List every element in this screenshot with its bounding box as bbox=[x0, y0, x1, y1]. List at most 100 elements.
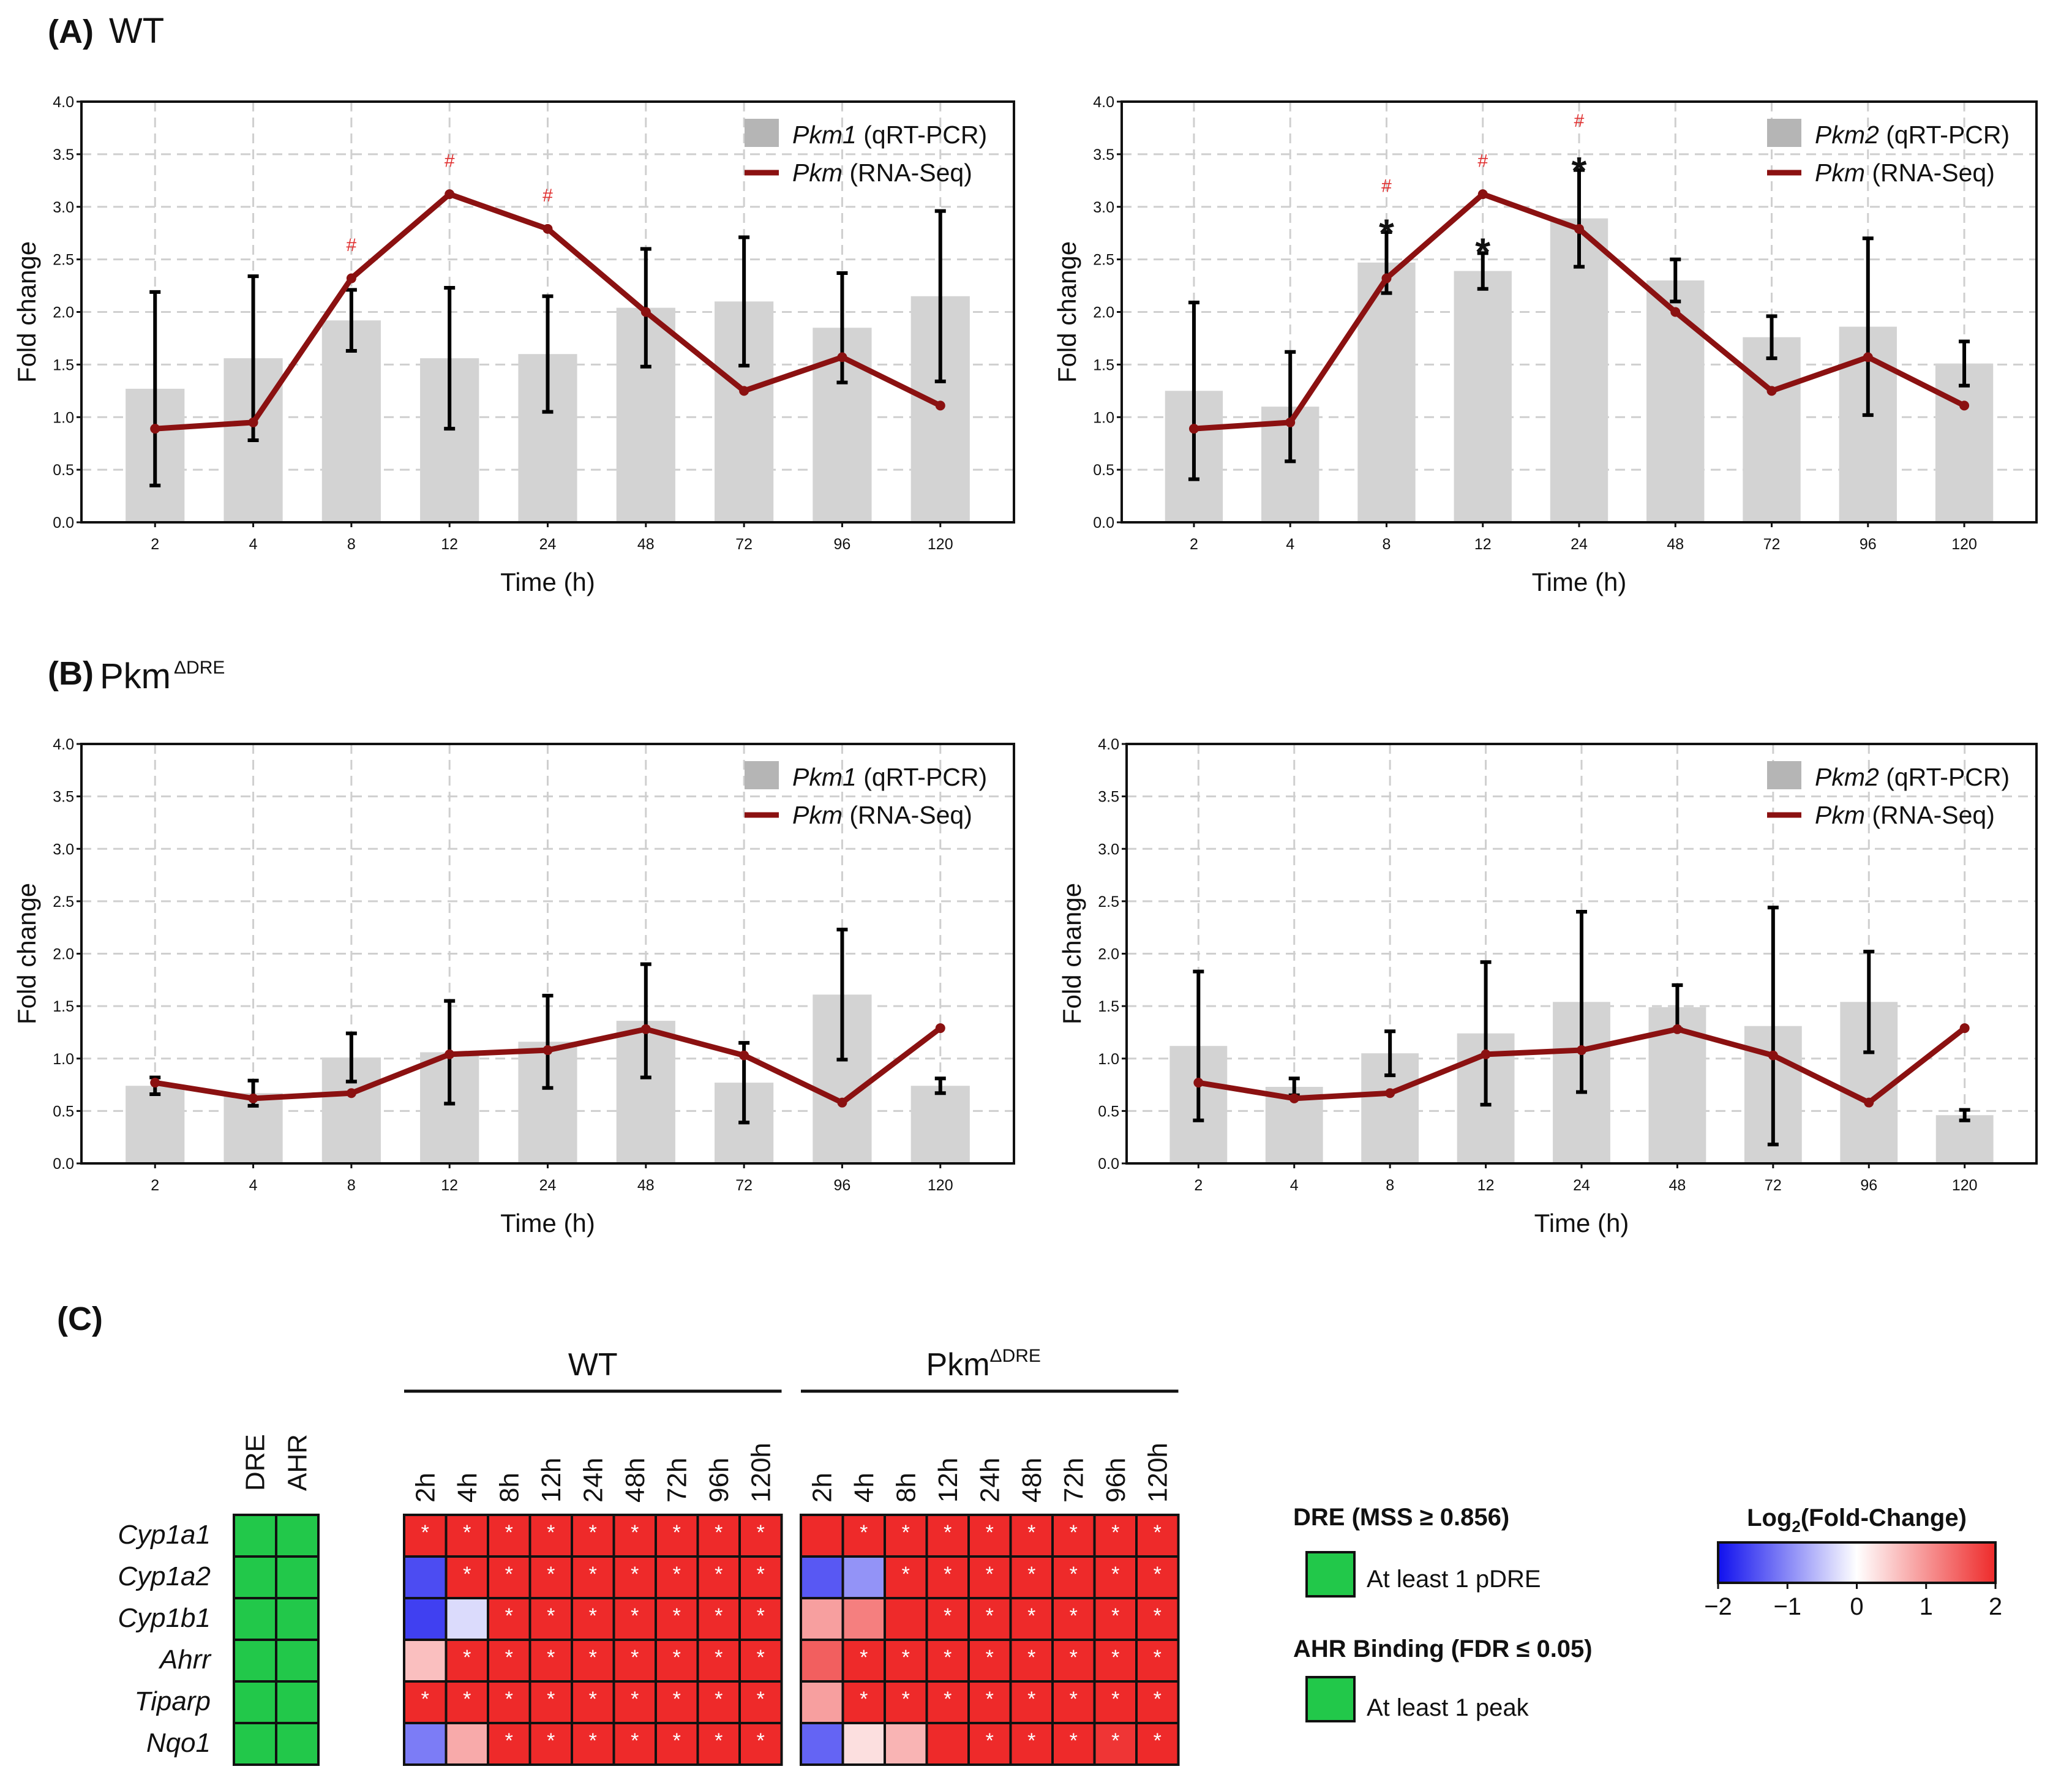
binding-column-label: DRE bbox=[241, 1434, 271, 1491]
y-tick-label: 3.0 bbox=[1098, 841, 1119, 858]
binding-cell bbox=[233, 1639, 277, 1683]
error-bar bbox=[640, 962, 651, 1080]
significance-star: * bbox=[547, 1563, 555, 1586]
group-header-text: WT bbox=[568, 1347, 618, 1383]
x-axis-label: Time (h) bbox=[1534, 1209, 1629, 1237]
scale-tick-label: 2 bbox=[1989, 1593, 2002, 1620]
line-point bbox=[1670, 307, 1681, 317]
heatmap-group: WT 2h 4h 8h 12h 24h 48h 72h 96h 120h * * * * * * * * * * * * *… bbox=[403, 1347, 783, 1766]
timepoint-label: 24h bbox=[578, 1458, 608, 1503]
timepoint-label: 72h bbox=[1059, 1458, 1089, 1503]
y-tick-label: 2.0 bbox=[1098, 946, 1119, 963]
x-tick-label: 72 bbox=[735, 536, 753, 553]
significance-star: * bbox=[589, 1521, 597, 1544]
line-point bbox=[1864, 1097, 1874, 1108]
error-bar bbox=[1480, 960, 1492, 1107]
error-bar bbox=[345, 288, 357, 353]
y-tick-label: 0.0 bbox=[1093, 514, 1114, 531]
legend: Pkm2 (qRT-PCR) Pkm (RNA-Seq) bbox=[1767, 119, 2010, 187]
heatmap-cell bbox=[884, 1722, 928, 1766]
heatmap-cell bbox=[884, 1597, 928, 1641]
legend: Pkm1 (qRT-PCR) Pkm (RNA-Seq) bbox=[745, 761, 987, 829]
line-point bbox=[1959, 1023, 1970, 1034]
line-point bbox=[445, 1049, 455, 1059]
bar bbox=[321, 320, 381, 522]
x-tick-label: 120 bbox=[928, 1177, 953, 1194]
heatmap-cell bbox=[487, 1722, 531, 1766]
significance-star: * bbox=[1379, 211, 1394, 255]
x-axis-label: Time (h) bbox=[1532, 568, 1627, 596]
binding-cell bbox=[233, 1680, 277, 1724]
bar bbox=[1646, 280, 1705, 522]
significance-star: * bbox=[547, 1646, 555, 1669]
y-tick-label: 1.0 bbox=[53, 409, 74, 426]
y-tick-label: 3.5 bbox=[1098, 789, 1119, 806]
bar bbox=[1743, 337, 1801, 522]
timepoint-label: 120h bbox=[1143, 1443, 1173, 1503]
bar bbox=[1550, 218, 1608, 522]
bar bbox=[1454, 271, 1512, 522]
significance-star: * bbox=[1475, 230, 1490, 274]
y-tick-label: 0.5 bbox=[53, 462, 74, 479]
legend: Pkm2 (qRT-PCR) Pkm (RNA-Seq) bbox=[1767, 761, 2010, 829]
legend-swatch-bar bbox=[745, 761, 779, 789]
significance-star: * bbox=[547, 1729, 555, 1752]
heatmap-cell bbox=[800, 1555, 844, 1599]
y-tick-label: 1.0 bbox=[1093, 409, 1114, 426]
heatmap-cell bbox=[445, 1555, 489, 1599]
timepoint-label: 12h bbox=[536, 1458, 566, 1503]
legend-gene-name: Pkm1 bbox=[792, 121, 857, 149]
heatmap-cell bbox=[1093, 1680, 1138, 1724]
heatmap-cell bbox=[800, 1639, 844, 1683]
y-tick-label: 1.5 bbox=[53, 356, 74, 374]
line-point bbox=[150, 1078, 160, 1088]
legend-method: (qRT-PCR) bbox=[1879, 121, 2010, 149]
significance-star: * bbox=[505, 1729, 513, 1752]
line-point bbox=[150, 424, 160, 434]
binding-cell bbox=[275, 1597, 320, 1641]
heatmap-cell bbox=[1135, 1597, 1180, 1641]
significance-hash: # bbox=[445, 151, 455, 171]
heatmap-cell bbox=[1009, 1639, 1054, 1683]
y-tick-label: 3.0 bbox=[53, 199, 74, 216]
y-axis-label: Fold change bbox=[12, 241, 41, 383]
panel-a-title: WT bbox=[109, 11, 164, 51]
x-tick-label: 48 bbox=[1667, 536, 1684, 553]
y-tick-label: 2.0 bbox=[53, 304, 74, 321]
x-tick-label: 72 bbox=[1765, 1177, 1782, 1194]
legend-method: (qRT-PCR) bbox=[857, 121, 987, 149]
significance-star: * bbox=[589, 1729, 597, 1752]
binding-cell bbox=[233, 1597, 277, 1641]
heatmap-cell bbox=[1009, 1722, 1054, 1766]
scale-tick-label: 1 bbox=[1920, 1593, 1933, 1620]
heatmap-cell bbox=[612, 1680, 657, 1724]
timepoint-label: 4h bbox=[452, 1473, 482, 1503]
error-bar bbox=[1767, 906, 1779, 1147]
significance-star: * bbox=[986, 1646, 994, 1669]
significance-star: * bbox=[1070, 1729, 1078, 1752]
y-axis-label: Fold change bbox=[1053, 241, 1081, 383]
legend-gene-name: Pkm bbox=[792, 801, 843, 829]
line-point bbox=[837, 352, 847, 362]
error-bar bbox=[542, 294, 554, 414]
line-point bbox=[739, 386, 749, 396]
heatmap-cell bbox=[800, 1722, 844, 1766]
error-bar bbox=[1959, 1108, 1970, 1122]
y-tick-label: 1.0 bbox=[1098, 1051, 1119, 1068]
x-tick-label: 96 bbox=[834, 1177, 851, 1194]
heatmap-cell bbox=[403, 1722, 448, 1766]
significance-star: * bbox=[902, 1646, 910, 1669]
gene-label: Cyp1a1 bbox=[118, 1520, 211, 1550]
x-tick-label: 48 bbox=[637, 536, 655, 553]
legend-method: (qRT-PCR) bbox=[1879, 763, 2010, 791]
legend-method: (RNA-Seq) bbox=[843, 801, 972, 829]
x-tick-label: 120 bbox=[1952, 1177, 1978, 1194]
scale-tick-label: −1 bbox=[1773, 1593, 1801, 1620]
line-point bbox=[346, 1088, 356, 1098]
group-header-superscript: ΔDRE bbox=[990, 1346, 1041, 1366]
x-tick-label: 120 bbox=[928, 536, 953, 553]
gene-label: Nqo1 bbox=[146, 1728, 211, 1758]
x-tick-label: 12 bbox=[1474, 536, 1492, 553]
significance-star: * bbox=[757, 1646, 765, 1669]
group-header-text: Pkm bbox=[926, 1347, 990, 1383]
